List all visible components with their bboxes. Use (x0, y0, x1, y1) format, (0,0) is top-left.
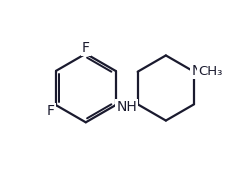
Text: NH: NH (117, 100, 137, 114)
Text: F: F (47, 104, 55, 118)
Text: N: N (191, 64, 202, 78)
Text: CH₃: CH₃ (198, 65, 223, 78)
Text: F: F (82, 40, 90, 55)
